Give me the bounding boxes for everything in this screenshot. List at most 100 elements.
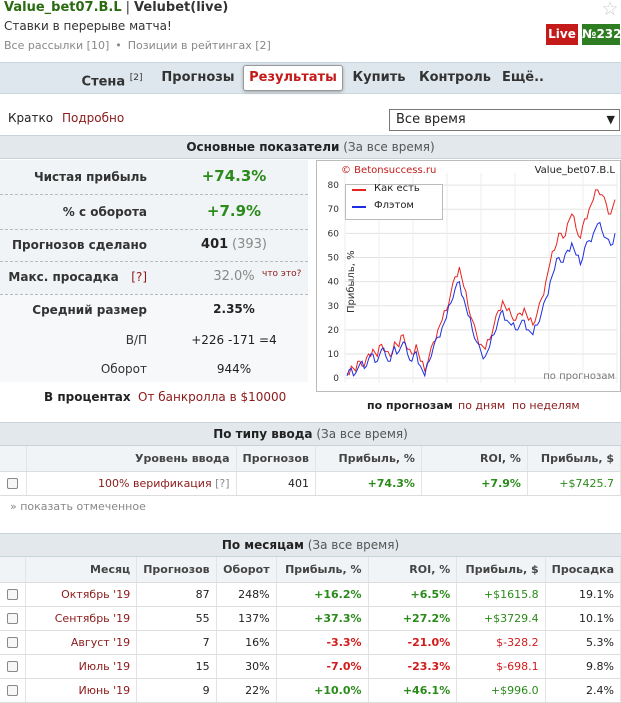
view-detail-link[interactable]: Подробно xyxy=(62,111,125,125)
tab-results[interactable]: Результаты xyxy=(243,65,343,91)
checkbox-column-header xyxy=(0,446,27,472)
avg-size-label: Средний размер xyxy=(32,303,147,317)
what-is-this-link[interactable]: что это? xyxy=(262,269,302,279)
chart-credit: © Betonsuccess.ru xyxy=(341,165,436,176)
month-cell[interactable]: Август '19 xyxy=(25,630,138,655)
by-month-period: (За все время) xyxy=(307,538,400,552)
row-checkbox[interactable] xyxy=(7,661,19,672)
main-stats-title: Основные показатели xyxy=(186,140,340,154)
profit-usd-cell: $-698.1 xyxy=(456,654,546,679)
chart-y-tick-label: 20 xyxy=(328,326,340,336)
table-row: Июль '19 15 30% -7.0% -23.3% $-698.1 9.8% xyxy=(0,654,621,679)
table-header-row: Уровень ввода Прогнозов Прибыль, % ROI, … xyxy=(0,446,621,472)
drawdown-cell: 19.1% xyxy=(545,582,621,607)
chart-y-tick-label: 50 xyxy=(328,253,340,263)
column-header: ROI, % xyxy=(421,446,528,472)
tab-tips[interactable]: Прогнозы xyxy=(161,70,235,85)
row-checkbox-cell xyxy=(0,654,27,679)
tips-count-label: Прогнозов сделано xyxy=(11,238,147,252)
from-bank-link[interactable]: От банкролла в $10000 xyxy=(138,390,287,404)
chart-y-tick-label: 0 xyxy=(333,374,339,384)
turnover-cell: 248% xyxy=(216,582,277,607)
column-header: Оборот xyxy=(216,557,277,583)
table-row: Июнь '19 9 22% +10.0% +46.1% +$996.0 2.4% xyxy=(0,678,621,703)
level-help-link[interactable]: [?] xyxy=(215,476,230,490)
tips-cell: 15 xyxy=(136,654,217,679)
win-loss-label: В/П xyxy=(125,333,147,347)
legend-item-flat: Флэтом xyxy=(374,200,414,211)
tab-wall[interactable]: Стена [2] xyxy=(81,73,143,90)
level-cell: 100% верификация [?] xyxy=(26,471,237,496)
drawdown-help-link[interactable]: [?] xyxy=(131,270,147,284)
divider xyxy=(0,261,308,262)
by-type-table: Уровень ввода Прогнозов Прибыль, % ROI, … xyxy=(0,446,621,496)
tips-cell: 87 xyxy=(136,582,217,607)
profit-usd-cell: +$3729.4 xyxy=(456,606,546,631)
month-cell[interactable]: Июнь '19 xyxy=(25,678,138,703)
tab-buy[interactable]: Купить xyxy=(352,70,406,85)
chart-y-tick-label: 70 xyxy=(328,205,340,215)
column-header: Прибыль, % xyxy=(315,446,422,472)
chart-y-tick-label: 10 xyxy=(328,350,340,360)
period-select-value: Все время xyxy=(396,112,466,127)
tab-control[interactable]: Контроль xyxy=(418,70,492,85)
turnover-cell: 16% xyxy=(216,630,277,655)
roi-cell: +6.5% xyxy=(368,582,458,607)
turnover-cell: 137% xyxy=(216,606,277,631)
turnover-pct-label: % с оборота xyxy=(62,205,147,219)
win-loss-value: +226 -171 =4 xyxy=(191,333,277,347)
roi-cell: -21.0% xyxy=(368,630,458,655)
favorite-star-icon[interactable]: ☆ xyxy=(601,0,619,20)
by-month-table: Месяц Прогнозов Оборот Прибыль, % ROI, %… xyxy=(0,557,621,703)
show-marked-link[interactable]: » показать отмеченное xyxy=(10,500,146,513)
row-checkbox[interactable] xyxy=(7,589,19,600)
profit-usd-cell: +$1615.8 xyxy=(456,582,546,607)
drawdown-cell: 10.1% xyxy=(545,606,621,631)
by-type-title: По типу ввода xyxy=(213,427,313,441)
all-mailings-link[interactable]: Все рассылки [10] xyxy=(4,39,110,52)
divider xyxy=(0,229,308,230)
roi-cell: +27.2% xyxy=(368,606,458,631)
legend-swatch-blue xyxy=(352,206,366,208)
profit-pct-cell: -7.0% xyxy=(276,654,369,679)
row-checkbox[interactable] xyxy=(7,685,19,696)
month-cell[interactable]: Октябрь '19 xyxy=(25,582,138,607)
rank-badge: №232 xyxy=(582,24,621,45)
tipster-nickname-link[interactable]: Value_bet07.B.L xyxy=(4,0,122,15)
row-checkbox[interactable] xyxy=(7,637,19,648)
chart-by-days-link[interactable]: по дням xyxy=(458,399,506,412)
column-header: Месяц xyxy=(25,557,138,583)
max-drawdown-label: Макс. просадка [?] xyxy=(8,270,147,284)
row-checkbox[interactable] xyxy=(7,613,19,624)
row-checkbox[interactable] xyxy=(7,478,19,489)
rating-positions-link[interactable]: Позиции в рейтингах [2] xyxy=(127,39,271,52)
profit-usd-cell: $-328.2 xyxy=(456,630,546,655)
in-percent-link[interactable]: В процентах xyxy=(44,390,131,404)
turnover-cell: 30% xyxy=(216,654,277,679)
divider xyxy=(0,294,308,295)
chart-y-axis-label: Прибыль, % xyxy=(346,250,357,313)
chart-title: Value_bet07.B.L xyxy=(535,165,616,176)
chart-y-tick-label: 30 xyxy=(328,302,340,312)
divider xyxy=(0,194,308,195)
chart-x-axis-label: по прогнозам xyxy=(543,371,615,382)
chart-y-tick-label: 60 xyxy=(328,229,340,239)
month-cell[interactable]: Июль '19 xyxy=(25,654,138,679)
table-row: Сентябрь '19 55 137% +37.3% +27.2% +$3729.4 10… xyxy=(0,606,621,631)
column-header: Прогнозов xyxy=(136,557,217,583)
by-type-header: По типу ввода (За все время) xyxy=(0,422,621,446)
view-short-link[interactable]: Кратко xyxy=(8,111,54,125)
period-select[interactable]: Все время ▼ xyxy=(389,109,620,131)
chart-by-tips-link[interactable]: по прогнозам xyxy=(367,399,453,412)
chart-by-weeks-link[interactable]: по неделям xyxy=(512,399,580,412)
column-header: Прибыль, $ xyxy=(527,446,621,472)
month-cell[interactable]: Сентябрь '19 xyxy=(25,606,138,631)
tips-cell: 55 xyxy=(136,606,217,631)
main-stats-period: (За все время) xyxy=(343,140,435,154)
roi-cell: +7.9% xyxy=(421,471,528,496)
row-checkbox-cell xyxy=(0,678,27,703)
tips-cell: 401 xyxy=(236,471,316,496)
table-row: Август '19 7 16% -3.3% -21.0% $-328.2 5.3% xyxy=(0,630,621,655)
tab-more[interactable]: Ещё.. xyxy=(502,70,544,85)
links-separator: • xyxy=(115,39,122,52)
